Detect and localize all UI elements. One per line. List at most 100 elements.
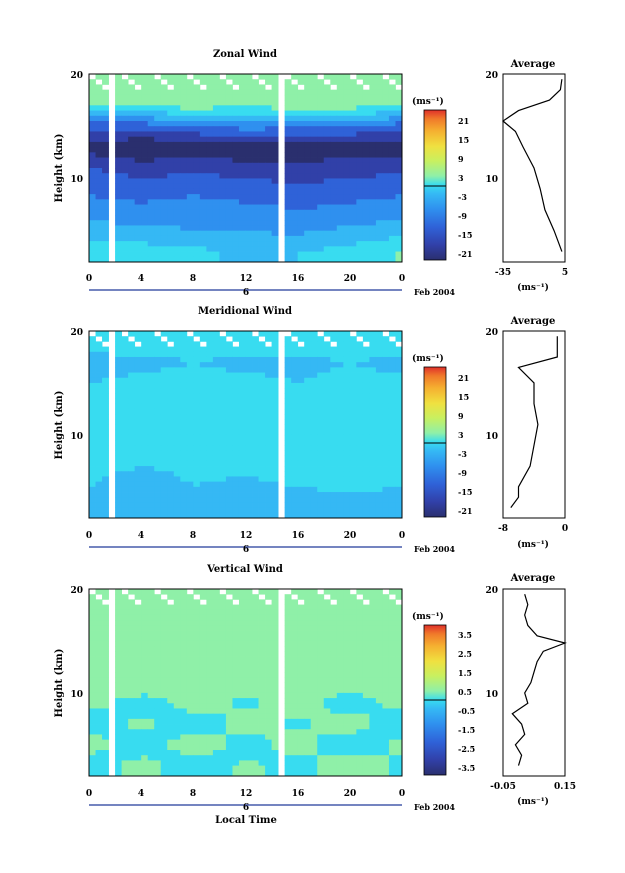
heatmap-cell: [206, 105, 214, 111]
heatmap-cell: [310, 398, 318, 405]
heatmap-cell: [330, 724, 338, 730]
heatmap-cell: [336, 194, 344, 200]
heatmap-cell: [388, 640, 396, 647]
heatmap-cell: [336, 698, 344, 704]
heatmap-cell: [310, 215, 318, 221]
heatmap-cell: [147, 765, 155, 772]
heatmap-cell: [284, 408, 292, 415]
heatmap-cell: [330, 614, 338, 621]
heatmap-cell: [271, 215, 279, 221]
heatmap-cell: [160, 84, 168, 91]
heatmap-cell: [349, 94, 357, 101]
heatmap-cell: [382, 168, 390, 174]
heatmap-cell: [199, 362, 207, 368]
heatmap-cell: [134, 377, 142, 384]
heatmap-cell: [206, 162, 214, 169]
heatmap-cell: [382, 419, 390, 425]
heatmap-cell: [225, 640, 233, 647]
heatmap-cell: [369, 651, 377, 657]
heatmap-cell: [212, 630, 220, 637]
heatmap-cell: [362, 434, 370, 441]
heatmap-cell: [173, 84, 181, 91]
heatmap-cell: [382, 341, 390, 347]
heatmap-cell: [252, 225, 259, 232]
heatmap-cell: [128, 599, 136, 605]
heatmap-cell: [121, 604, 129, 611]
heatmap-cell: [160, 703, 168, 709]
heatmap-cell: [310, 609, 318, 616]
heatmap-cell: [180, 651, 188, 657]
heatmap-cell: [193, 450, 201, 457]
heatmap-cell: [212, 414, 220, 420]
heatmap-cell: [173, 687, 181, 694]
heatmap-cell: [167, 256, 175, 263]
heatmap-cell: [180, 708, 188, 715]
heatmap-cell: [336, 760, 344, 767]
heatmap-cell: [375, 408, 383, 415]
heatmap-cell: [115, 429, 122, 436]
heatmap-cell: [323, 734, 331, 741]
heatmap-cell: [343, 651, 351, 657]
heatmap-cell: [232, 367, 240, 373]
heatmap-cell: [330, 225, 338, 232]
heatmap-cell: [212, 74, 220, 80]
heatmap-cell: [388, 661, 396, 668]
heatmap-cell: [317, 429, 325, 436]
heatmap-cell: [232, 241, 240, 247]
heatmap-cell: [154, 614, 162, 621]
heatmap-cell: [219, 162, 227, 169]
heatmap-cell: [362, 609, 370, 616]
heatmap-cell: [271, 147, 279, 153]
heatmap-cell: [395, 157, 403, 164]
heatmap-cell: [134, 388, 142, 394]
heatmap-cell: [238, 502, 246, 509]
heatmap-cell: [258, 194, 266, 200]
heatmap-cell: [362, 356, 370, 363]
heatmap-cell: [186, 620, 194, 626]
heatmap-cell: [121, 424, 129, 431]
heatmap-cell: [349, 770, 357, 777]
heatmap-cell: [121, 131, 129, 138]
heatmap-cell: [395, 497, 403, 503]
heatmap-cell: [395, 682, 403, 689]
heatmap-cell: [206, 744, 214, 751]
heatmap-cell: [193, 393, 201, 399]
heatmap-cell: [362, 147, 370, 153]
heatmap-cell: [395, 141, 403, 148]
heatmap-cell: [186, 507, 194, 514]
heatmap-cell: [238, 204, 246, 211]
heatmap-cell: [199, 121, 207, 127]
heatmap-cell: [121, 105, 129, 111]
heatmap-cell: [212, 770, 220, 777]
heatmap-cell: [323, 651, 331, 657]
heatmap-cell: [180, 640, 188, 647]
heatmap-cell: [154, 486, 162, 493]
heatmap-cell: [323, 656, 331, 663]
heatmap-cell: [89, 346, 96, 353]
heatmap-cell: [304, 377, 312, 384]
heatmap-cell: [245, 157, 253, 164]
heatmap-cell: [141, 703, 149, 709]
heatmap-cell: [310, 589, 318, 595]
heatmap-cell: [154, 440, 162, 446]
heatmap-cell: [121, 744, 129, 751]
heatmap-cell: [395, 393, 403, 399]
heatmap-cell: [95, 94, 103, 101]
heatmap-cell: [193, 74, 201, 80]
heatmap-cell: [173, 194, 181, 200]
heatmap-cell: [245, 460, 253, 467]
heatmap-cell: [180, 666, 188, 673]
heatmap-cell: [121, 377, 129, 384]
heatmap-cell: [310, 147, 318, 153]
heatmap-cell: [160, 434, 168, 441]
heatmap-cell: [395, 760, 403, 767]
panel-title: Meridional Wind: [198, 306, 292, 317]
heatmap-cell: [212, 110, 220, 117]
heatmap-cell: [160, 100, 168, 106]
heatmap-cell: [258, 419, 266, 425]
heatmap-cell: [382, 672, 390, 678]
heatmap-cell: [382, 440, 390, 446]
heatmap-cell: [343, 147, 351, 153]
heatmap-cell: [291, 121, 299, 127]
heatmap-cell: [343, 408, 351, 415]
